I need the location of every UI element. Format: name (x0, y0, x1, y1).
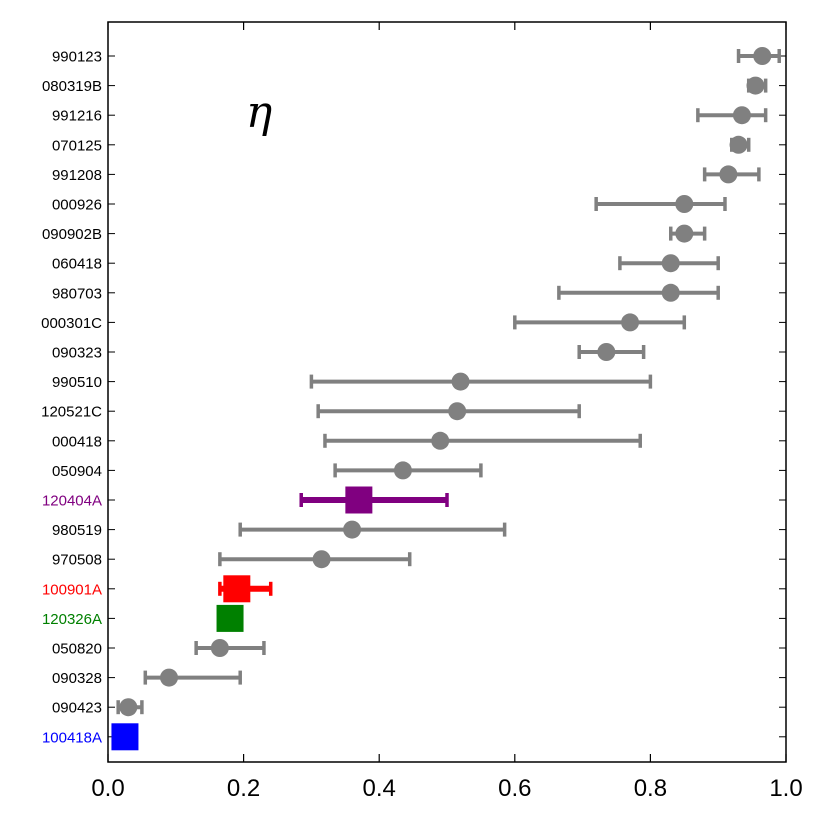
data-point-circle (732, 106, 751, 125)
data-point-circle (675, 224, 694, 243)
data-point-circle (431, 431, 450, 450)
data-point-circle (119, 698, 138, 717)
y-tick-label: 000418 (52, 433, 102, 450)
x-tick-label: 0.2 (227, 775, 260, 802)
y-tick-label: 050904 (52, 463, 102, 480)
data-point-square (345, 486, 373, 514)
y-tick-label: 991216 (52, 108, 102, 125)
data-point-circle (729, 135, 748, 154)
data-point-circle (448, 402, 467, 421)
data-point-square (216, 604, 244, 632)
data-point-circle (451, 372, 470, 391)
data-point-circle (661, 283, 680, 302)
data-point-circle (312, 550, 331, 569)
x-tick-label: 0.6 (498, 775, 531, 802)
y-tick-label: 980519 (52, 522, 102, 539)
y-tick-label: 070125 (52, 137, 102, 154)
y-tick-label: 090323 (52, 345, 102, 362)
y-tick-label: 980703 (52, 285, 102, 302)
data-point-square (111, 723, 139, 751)
x-tick-label: 0.4 (363, 775, 396, 802)
y-axis: 990123 080319B 991216 070125 991208 000926 090… (41, 49, 786, 746)
data-point-circle (661, 254, 680, 273)
y-tick-label: 100418A (42, 729, 102, 746)
y-tick-label: 090328 (52, 670, 102, 687)
y-tick-label: 090902B (42, 226, 102, 243)
y-tick-label: 080319B (42, 78, 102, 95)
y-tick-label: 000301C (41, 315, 102, 332)
data-point-circle (746, 76, 765, 95)
y-tick-label: 120326A (42, 611, 102, 628)
y-tick-label: 050820 (52, 641, 102, 658)
data-point-circle (393, 461, 412, 480)
y-tick-label: 120521C (41, 404, 102, 421)
data-point-circle (160, 668, 179, 687)
data-point-square (223, 575, 251, 603)
x-tick-label: 1.0 (769, 775, 802, 802)
y-tick-label: 100901A (42, 581, 102, 598)
y-tick-label: 991208 (52, 167, 102, 184)
y-tick-label: 120404A (42, 493, 102, 510)
x-tick-label: 0.8 (634, 775, 667, 802)
x-tick-label: 0.0 (91, 775, 124, 802)
y-tick-label: 090423 (52, 700, 102, 717)
y-tick-label: 000926 (52, 197, 102, 214)
data-point-circle (597, 343, 616, 361)
y-tick-label: 060418 (52, 256, 102, 273)
data-point-circle (210, 639, 229, 657)
data-point-circle (719, 165, 738, 184)
data-points (111, 47, 781, 751)
data-point-circle (621, 313, 640, 332)
plot-frame (107, 21, 787, 763)
data-point-circle (675, 195, 694, 213)
eta-annotation: η (246, 87, 272, 138)
x-axis: 0.0 0.2 0.4 0.6 0.8 1.0 (91, 22, 803, 802)
y-tick-label: 970508 (52, 552, 102, 569)
y-tick-label: 990123 (52, 49, 102, 66)
y-tick-label: 990510 (52, 374, 102, 391)
data-point-circle (753, 47, 772, 65)
data-point-circle (343, 520, 362, 539)
